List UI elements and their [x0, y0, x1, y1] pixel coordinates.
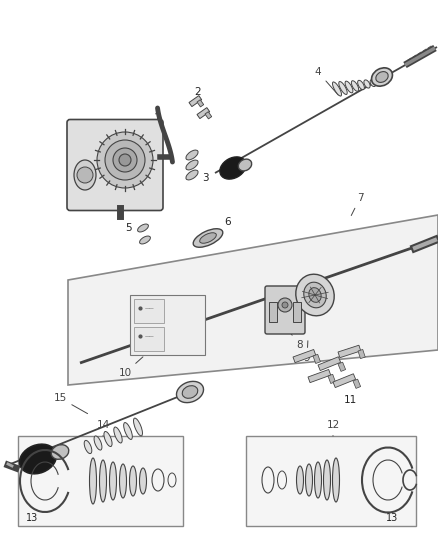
Ellipse shape — [120, 464, 127, 498]
Bar — [293, 350, 316, 362]
Circle shape — [113, 148, 137, 172]
Ellipse shape — [332, 458, 339, 502]
Text: 12: 12 — [326, 420, 339, 436]
Ellipse shape — [358, 80, 364, 90]
Bar — [358, 350, 365, 359]
Bar — [134, 299, 164, 323]
Ellipse shape — [220, 157, 246, 179]
Text: 9: 9 — [304, 341, 310, 363]
Circle shape — [278, 298, 292, 312]
Text: 14: 14 — [96, 420, 110, 436]
Text: 15: 15 — [53, 393, 88, 414]
Bar — [189, 95, 201, 107]
Text: 7: 7 — [351, 193, 363, 215]
Text: 4: 4 — [314, 67, 338, 95]
Ellipse shape — [134, 418, 142, 436]
Ellipse shape — [314, 462, 321, 498]
Ellipse shape — [238, 159, 252, 171]
Text: ——: —— — [145, 334, 155, 339]
Bar — [293, 302, 301, 322]
Bar — [269, 302, 277, 322]
Ellipse shape — [304, 282, 326, 308]
Bar — [308, 369, 331, 383]
Text: 8: 8 — [290, 332, 303, 350]
Bar — [338, 362, 346, 372]
Ellipse shape — [177, 382, 204, 402]
Ellipse shape — [138, 224, 148, 232]
Text: 13: 13 — [26, 513, 38, 523]
Text: 1: 1 — [154, 113, 167, 135]
Ellipse shape — [296, 274, 334, 316]
Circle shape — [282, 302, 288, 308]
Text: 6: 6 — [225, 217, 231, 227]
Ellipse shape — [297, 466, 304, 494]
Ellipse shape — [139, 468, 146, 494]
Bar — [338, 345, 361, 358]
Ellipse shape — [193, 229, 223, 247]
Polygon shape — [68, 215, 438, 385]
Ellipse shape — [339, 82, 347, 94]
Ellipse shape — [370, 79, 376, 86]
Ellipse shape — [345, 81, 353, 93]
Text: 11: 11 — [343, 395, 357, 405]
Circle shape — [119, 154, 131, 166]
Ellipse shape — [186, 160, 198, 170]
Ellipse shape — [20, 444, 57, 474]
Ellipse shape — [186, 170, 198, 180]
Ellipse shape — [200, 233, 216, 243]
Ellipse shape — [99, 460, 106, 502]
Ellipse shape — [351, 80, 359, 91]
Ellipse shape — [309, 288, 321, 302]
Ellipse shape — [371, 68, 392, 86]
Ellipse shape — [182, 386, 198, 398]
Circle shape — [77, 167, 93, 183]
FancyBboxPatch shape — [265, 286, 305, 334]
Text: 13: 13 — [386, 513, 398, 523]
Bar — [134, 327, 164, 351]
Bar — [18, 436, 183, 526]
Text: 10: 10 — [118, 357, 143, 378]
Text: 5: 5 — [125, 223, 131, 233]
FancyBboxPatch shape — [67, 119, 163, 211]
Bar — [328, 374, 336, 384]
Bar — [313, 354, 321, 364]
Text: 3: 3 — [201, 173, 208, 183]
Ellipse shape — [124, 423, 132, 439]
Ellipse shape — [74, 160, 96, 190]
Ellipse shape — [324, 460, 331, 500]
Bar — [130, 295, 205, 355]
Text: ——: —— — [145, 306, 155, 311]
Ellipse shape — [51, 445, 69, 459]
Bar — [353, 379, 360, 389]
Bar — [197, 100, 204, 107]
Ellipse shape — [332, 82, 342, 96]
Ellipse shape — [114, 427, 122, 443]
Bar — [205, 112, 212, 119]
Ellipse shape — [376, 71, 388, 83]
Circle shape — [97, 132, 153, 188]
Bar — [246, 436, 416, 526]
Ellipse shape — [84, 440, 92, 454]
Ellipse shape — [305, 464, 312, 496]
Ellipse shape — [104, 432, 112, 447]
Ellipse shape — [110, 462, 117, 500]
Bar — [318, 357, 341, 370]
Ellipse shape — [94, 436, 102, 450]
Ellipse shape — [364, 80, 370, 88]
Text: 2: 2 — [194, 87, 201, 97]
Bar — [197, 108, 210, 119]
Ellipse shape — [140, 236, 150, 244]
Ellipse shape — [186, 150, 198, 160]
Bar — [333, 374, 356, 387]
Ellipse shape — [89, 458, 96, 504]
Circle shape — [105, 140, 145, 180]
Ellipse shape — [130, 466, 137, 496]
